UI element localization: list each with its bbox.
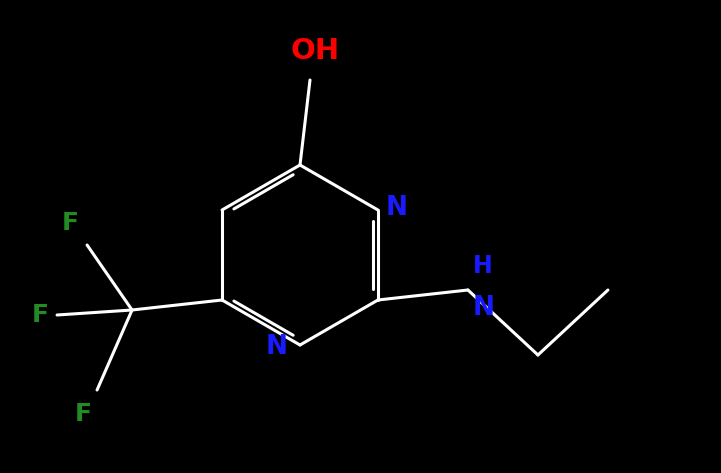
Text: OH: OH <box>291 37 340 65</box>
Text: H: H <box>473 254 492 278</box>
Text: N: N <box>266 334 288 360</box>
Text: F: F <box>75 402 92 426</box>
Text: N: N <box>473 295 495 321</box>
Text: F: F <box>32 303 49 327</box>
Text: N: N <box>386 195 408 221</box>
Text: F: F <box>62 211 79 235</box>
